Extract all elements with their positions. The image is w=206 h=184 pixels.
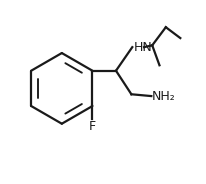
Text: HN: HN bbox=[133, 41, 152, 54]
Text: NH₂: NH₂ bbox=[151, 90, 175, 102]
Text: F: F bbox=[88, 120, 96, 133]
